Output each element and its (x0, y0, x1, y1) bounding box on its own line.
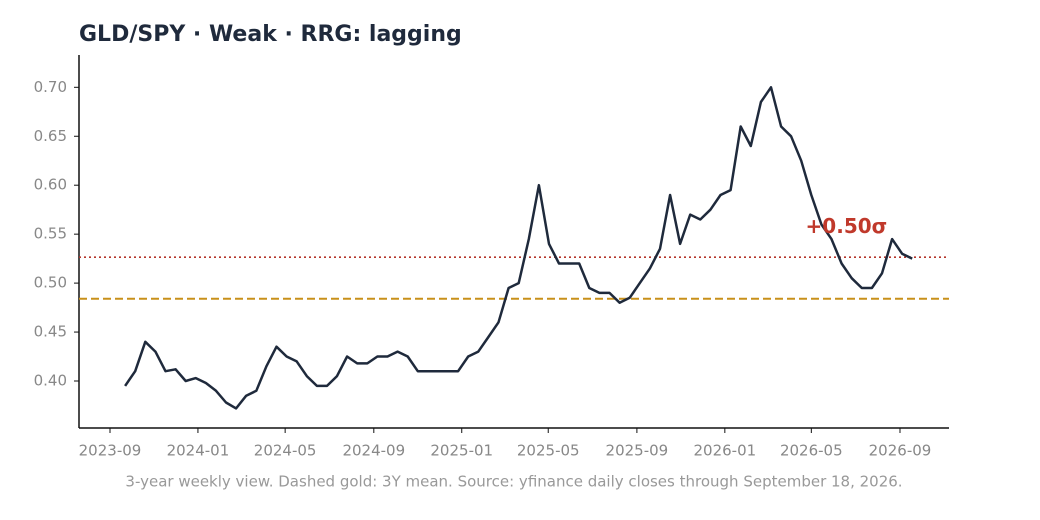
series-line (124, 86, 913, 410)
x-tick-label: 2024-01 (167, 442, 230, 460)
x-tick-label: 2025-09 (606, 442, 669, 460)
y-tick-label: 0.50 (34, 274, 67, 292)
x-tick-label: 2025-01 (430, 442, 493, 460)
x-tick-label: 2024-09 (342, 442, 405, 460)
y-tick-label: 0.45 (34, 323, 67, 341)
y-tick-label: 0.40 (34, 372, 67, 390)
x-tick-label: 2026-09 (869, 442, 932, 460)
annotation: +0.50σ (806, 214, 888, 238)
y-tick-label: 0.60 (34, 176, 67, 194)
x-tick-label: 2025-05 (517, 442, 580, 460)
x-tick-label: 2023-09 (79, 442, 142, 460)
x-tick-label: 2024-05 (254, 442, 317, 460)
chart-title: GLD/SPY · Weak · RRG: lagging (79, 22, 462, 47)
x-tick-label: 2026-01 (693, 442, 756, 460)
y-tick-label: 0.55 (34, 225, 67, 243)
y-tick-label: 0.65 (34, 127, 67, 145)
x-tick-label: 2026-05 (780, 442, 843, 460)
y-tick-label: 0.70 (34, 78, 67, 96)
caption: 3-year weekly view. Dashed gold: 3Y mean… (125, 473, 902, 491)
